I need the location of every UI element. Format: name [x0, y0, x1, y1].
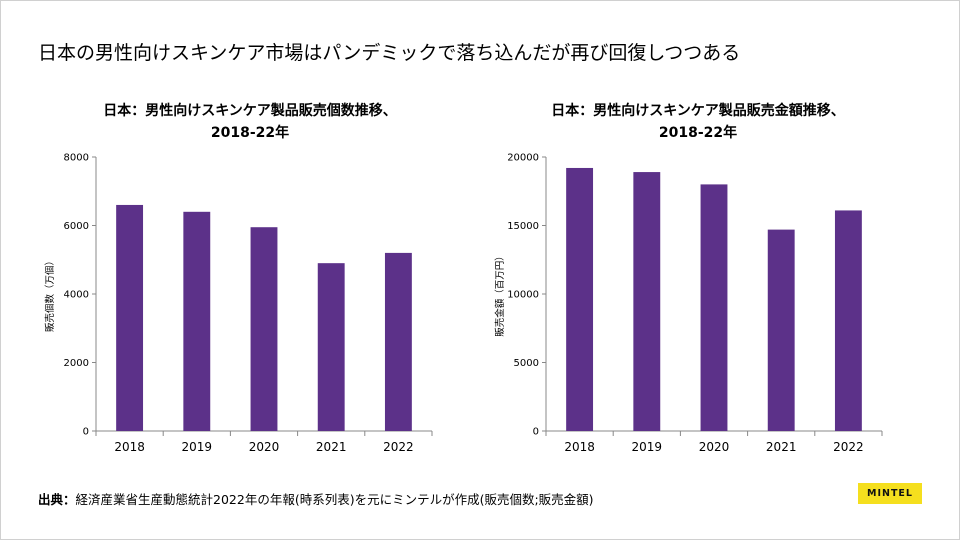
source-text: 経済産業省生産動態統計2022年の年報(時系列表)を元にミンテルが作成(販売個数… [75, 492, 594, 507]
units-bar [317, 263, 345, 431]
value-bar [834, 210, 862, 431]
value-bar [700, 184, 728, 431]
value-y-axis-label: 販売金額（百万円） [494, 251, 506, 337]
source-label: 出典： [38, 492, 76, 507]
value-bar [633, 172, 661, 431]
units-y-tick-label: 4000 [64, 290, 89, 301]
slide-title: 日本の男性向けスキンケア市場はパンデミックで落ち込んだが再び回復しつつある [38, 42, 741, 64]
units-bar-chart: 0 2000 4000 6000 8000 販売個数（万個） 2018 2019 2020 202… [44, 153, 433, 454]
chart-title-units-line2: 2018-22年 [210, 125, 290, 141]
value-y-tick-label: 10000 [507, 290, 539, 301]
units-y-tick-label: 8000 [64, 153, 89, 164]
chart-title-units: 日本：男性向けスキンケア製品販売個数推移、 2018-22年 [40, 100, 460, 144]
value-x-tick-label: 2021 [766, 440, 797, 454]
value-bar-chart: 0 5000 10000 15000 20000 販売金額（百万円） 2018 2019 202… [494, 153, 883, 454]
units-bar [116, 204, 144, 431]
units-x-tick-label: 2022 [383, 440, 414, 454]
units-bar [384, 252, 412, 431]
units-bar [250, 227, 278, 431]
value-y-tick-label: 20000 [507, 153, 539, 164]
value-y-tick-label: 0 [533, 427, 539, 438]
value-x-tick-label: 2022 [833, 440, 864, 454]
value-x-tick-label: 2018 [564, 440, 595, 454]
chart-title-value: 日本：男性向けスキンケア製品販売金額推移、 2018-22年 [488, 100, 908, 144]
units-y-tick-label: 0 [83, 427, 89, 438]
mintel-logo: MINTEL [858, 483, 922, 504]
units-x-tick-label: 2020 [249, 440, 280, 454]
units-x-tick-label: 2021 [316, 440, 347, 454]
units-y-tick-label: 2000 [64, 358, 89, 369]
value-x-tick-label: 2020 [699, 440, 730, 454]
value-bar [566, 167, 594, 431]
source-note: 出典：経済産業省生産動態統計2022年の年報(時系列表)を元にミンテルが作成(販… [38, 489, 594, 508]
units-bar [183, 211, 211, 431]
value-x-tick-label: 2019 [632, 440, 663, 454]
value-y-tick-label: 5000 [514, 358, 539, 369]
chart-title-value-line1: 日本：男性向けスキンケア製品販売金額推移、 [551, 103, 845, 119]
units-x-tick-label: 2019 [182, 440, 213, 454]
value-bar [767, 229, 795, 431]
value-y-tick-label: 15000 [507, 221, 539, 232]
units-x-tick-label: 2018 [114, 440, 145, 454]
chart-title-value-line2: 2018-22年 [658, 125, 738, 141]
units-y-axis-label: 販売個数（万個） [44, 256, 56, 332]
units-y-tick-label: 6000 [64, 221, 89, 232]
chart-title-units-line1: 日本：男性向けスキンケア製品販売個数推移、 [103, 103, 397, 119]
